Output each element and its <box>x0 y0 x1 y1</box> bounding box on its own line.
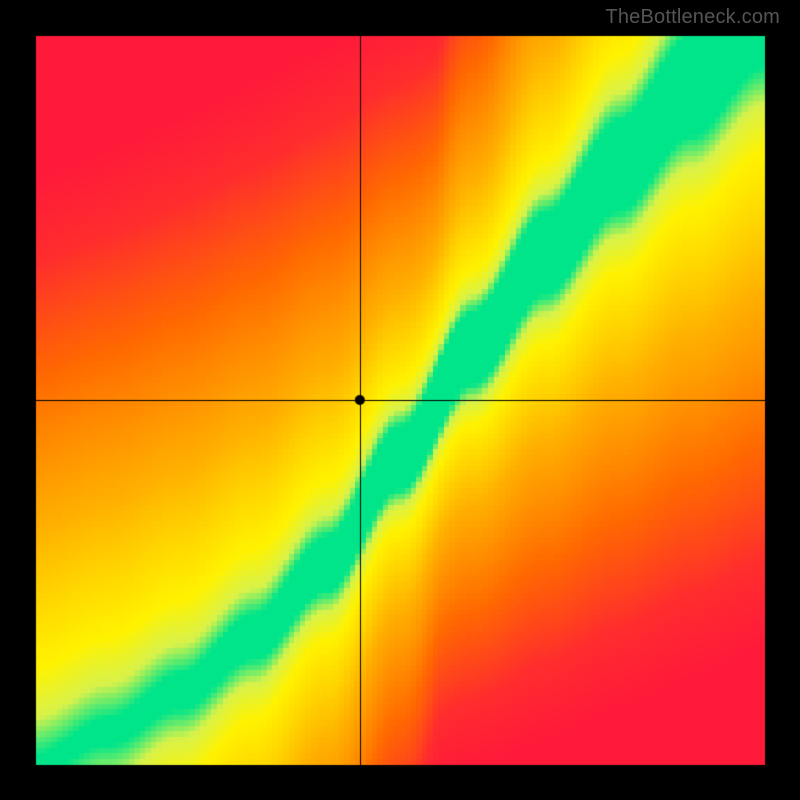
heatmap-canvas <box>0 0 800 800</box>
attribution-label: TheBottleneck.com <box>605 6 780 29</box>
chart-container: TheBottleneck.com <box>0 0 800 800</box>
